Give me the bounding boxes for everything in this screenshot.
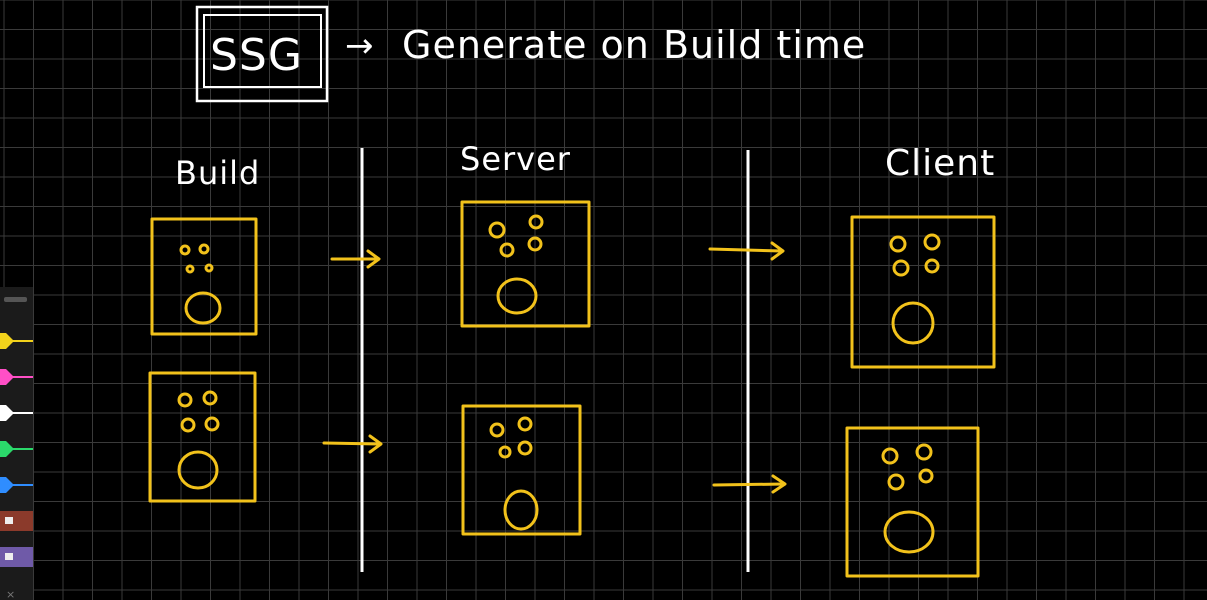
ssg-label: SSG xyxy=(210,30,303,81)
build-page-bottom xyxy=(148,371,257,503)
title-box-outer xyxy=(195,5,329,103)
arrow-server-client-top xyxy=(708,241,785,261)
toolbar-handle[interactable] xyxy=(4,297,27,302)
title-text: Generate on Build time xyxy=(402,23,866,67)
server-page-bottom xyxy=(461,404,582,536)
column-label-client: Client xyxy=(885,143,995,184)
green-pen-icon[interactable] xyxy=(0,441,33,457)
build-page-top xyxy=(150,217,258,336)
client-page-bottom xyxy=(845,426,980,578)
server-page-top xyxy=(460,200,591,328)
title-box-inner xyxy=(203,14,322,88)
pen-toolbar: × xyxy=(0,287,33,600)
column-label-server: Server xyxy=(460,140,571,178)
close-icon[interactable]: × xyxy=(6,588,15,600)
arrow-build-server-top xyxy=(330,249,381,269)
title-arrow: → xyxy=(345,26,375,66)
title-group: SSG → Generate on Build time xyxy=(195,5,866,103)
client-page-top xyxy=(850,215,996,369)
blue-pen-icon[interactable] xyxy=(0,477,33,493)
purple-pen-icon[interactable] xyxy=(0,547,33,567)
arrow-build-server-bottom xyxy=(322,434,383,454)
pink-pen-icon[interactable] xyxy=(0,369,33,385)
column-label-build: Build xyxy=(175,154,260,192)
yellow-pen-icon[interactable] xyxy=(0,333,33,349)
arrow-server-client-bottom xyxy=(712,474,787,494)
white-pen-icon[interactable] xyxy=(0,405,33,421)
brown-pen-icon[interactable] xyxy=(0,511,33,531)
